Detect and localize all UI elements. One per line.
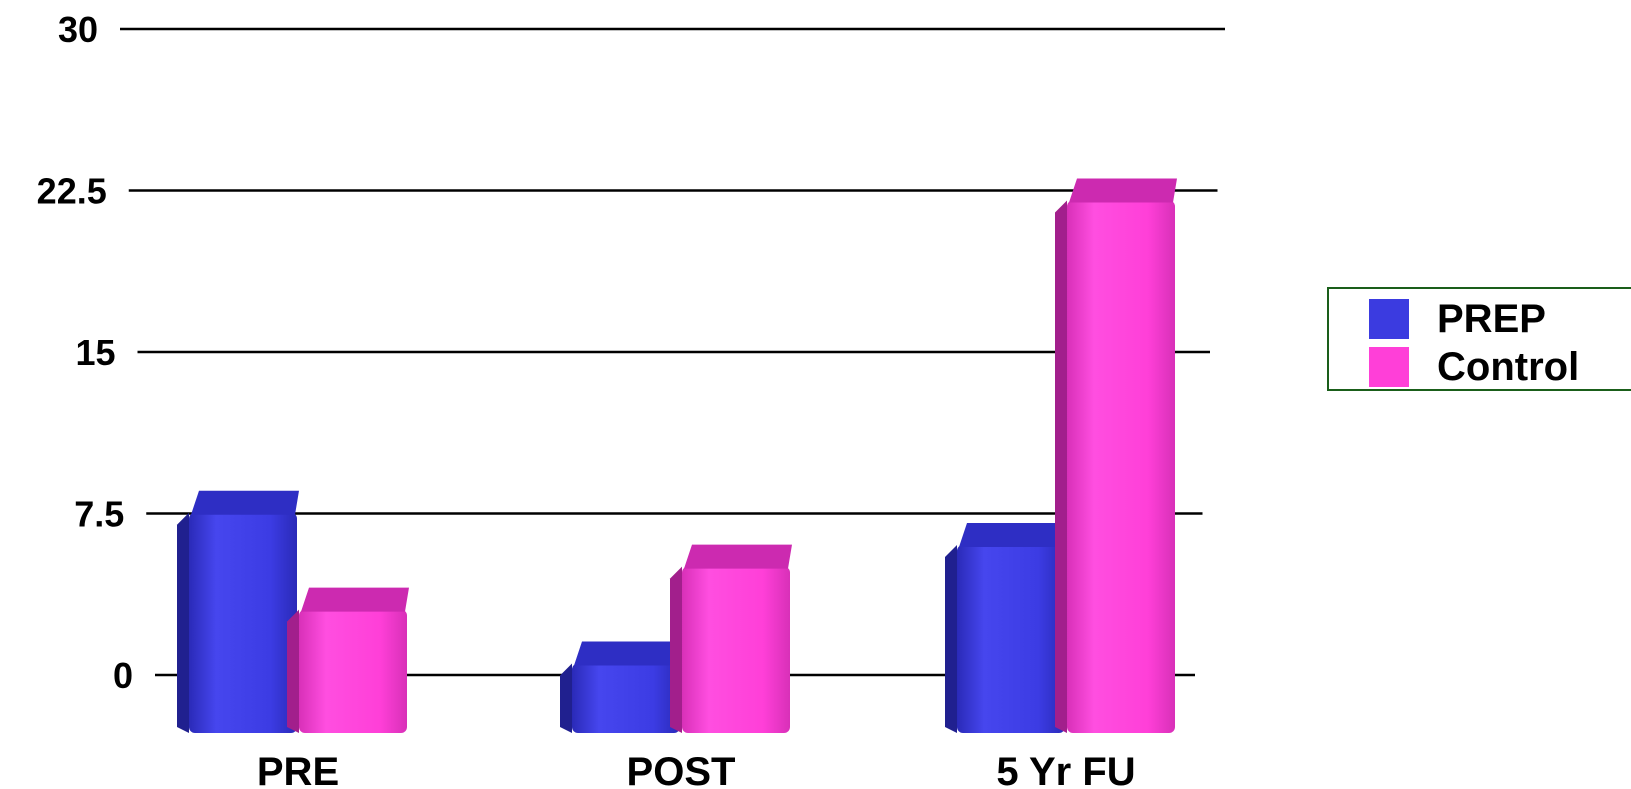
x-axis-categories: PRE POST 5 Yr FU <box>257 750 1136 789</box>
bar-top-control <box>301 587 409 612</box>
bar-prep-2 <box>572 663 680 733</box>
bar-side-prep <box>560 663 572 733</box>
x-category-label: POST <box>627 750 736 789</box>
y-tick-label: 0 <box>113 655 133 696</box>
bar-control-3 <box>1067 200 1175 733</box>
legend-swatch-prep <box>1369 299 1409 339</box>
y-tick-label: 7.5 <box>74 494 124 535</box>
bar-control-2 <box>682 566 790 733</box>
bar-prep-1 <box>189 512 297 733</box>
bar-side-control <box>670 566 682 733</box>
bar-side-control <box>1055 200 1067 733</box>
bar-top-control <box>1069 178 1177 203</box>
legend-swatch-control <box>1369 347 1409 387</box>
bar-top-prep <box>574 641 682 666</box>
legend-item-control: Control <box>1369 345 1579 389</box>
x-category-label: 5 Yr FU <box>996 750 1135 789</box>
x-category-label: PRE <box>257 750 339 789</box>
y-tick-label: 15 <box>75 332 115 373</box>
legend-label-control: Control <box>1437 344 1580 389</box>
bar-side-prep <box>177 512 189 733</box>
y-tick-label: 30 <box>58 9 98 50</box>
bar-side-prep <box>945 545 957 733</box>
bar-prep-3 <box>957 545 1065 733</box>
bars <box>177 178 1177 733</box>
bar-top-prep <box>191 490 299 515</box>
bar-side-control <box>287 609 299 733</box>
bar-top-prep <box>959 523 1067 548</box>
y-axis-ticks: 0 7.5 15 22.5 30 <box>37 9 133 696</box>
legend-item-prep: PREP <box>1369 297 1546 341</box>
legend: PREP Control <box>1327 287 1631 391</box>
bar-top-control <box>684 544 792 569</box>
bar-control-1 <box>299 609 407 733</box>
y-tick-label: 22.5 <box>37 171 107 212</box>
legend-label-prep: PREP <box>1437 296 1546 341</box>
